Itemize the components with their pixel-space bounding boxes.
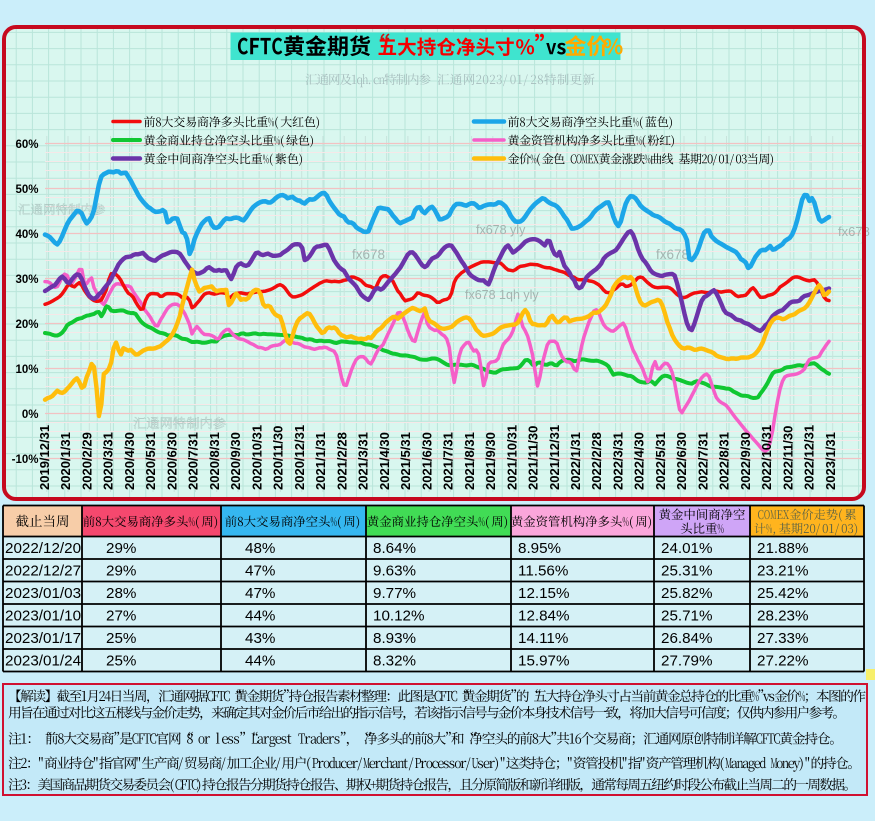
svg-text:2022/12/27: 2022/12/27 bbox=[5, 563, 81, 580]
svg-text:2020/5/31: 2020/5/31 bbox=[143, 432, 158, 490]
svg-text:2020/10/31: 2020/10/31 bbox=[249, 425, 264, 490]
svg-text:fx678: fx678 bbox=[656, 247, 689, 262]
svg-text:2021/5/31: 2021/5/31 bbox=[398, 432, 413, 490]
svg-text:2022/9/30: 2022/9/30 bbox=[738, 432, 753, 490]
svg-text:47%: 47% bbox=[245, 563, 275, 580]
svg-text:2022/12/31: 2022/12/31 bbox=[802, 425, 817, 490]
svg-text:10.12%: 10.12% bbox=[373, 608, 425, 625]
svg-text:2020/2/29: 2020/2/29 bbox=[80, 432, 95, 490]
svg-text:2021/11/30: 2021/11/30 bbox=[526, 426, 541, 490]
svg-text:2022/4/30: 2022/4/30 bbox=[632, 432, 647, 490]
svg-text:2022/2/28: 2022/2/28 bbox=[589, 432, 604, 490]
svg-text:8.93%: 8.93% bbox=[373, 630, 416, 647]
svg-text:2022/11/30: 2022/11/30 bbox=[780, 426, 795, 490]
svg-text:29%: 29% bbox=[106, 563, 136, 580]
svg-text:2022/8/31: 2022/8/31 bbox=[717, 432, 732, 490]
svg-text:2020/4/30: 2020/4/30 bbox=[122, 432, 137, 490]
svg-text:0%: 0% bbox=[22, 409, 39, 421]
svg-text:2021/7/31: 2021/7/31 bbox=[441, 432, 456, 490]
svg-text:2021/3/31: 2021/3/31 bbox=[356, 432, 371, 490]
svg-text:14.11%: 14.11% bbox=[518, 630, 568, 647]
svg-text:2021/10/31: 2021/10/31 bbox=[504, 425, 519, 490]
svg-text:27.33%: 27.33% bbox=[757, 630, 809, 647]
svg-text:-10%: -10% bbox=[12, 454, 39, 466]
svg-text:2023/01/17: 2023/01/17 bbox=[5, 630, 81, 647]
svg-text:8.95%: 8.95% bbox=[518, 540, 561, 557]
svg-text:8.32%: 8.32% bbox=[373, 653, 416, 670]
svg-text:2022/7/31: 2022/7/31 bbox=[695, 432, 710, 490]
svg-text:15.97%: 15.97% bbox=[518, 653, 570, 670]
svg-text:25%: 25% bbox=[106, 630, 136, 647]
svg-text:28%: 28% bbox=[106, 585, 136, 602]
svg-text:12.15%: 12.15% bbox=[518, 585, 570, 602]
svg-text:8.64%: 8.64% bbox=[373, 540, 416, 557]
svg-text:10%: 10% bbox=[15, 364, 38, 376]
svg-text:2020/7/31: 2020/7/31 bbox=[186, 432, 201, 490]
svg-text:26.84%: 26.84% bbox=[661, 630, 713, 647]
svg-text:44%: 44% bbox=[245, 608, 275, 625]
svg-text:2023/01/10: 2023/01/10 bbox=[5, 608, 81, 625]
svg-text:60%: 60% bbox=[15, 139, 38, 151]
svg-text:47%: 47% bbox=[245, 585, 275, 602]
svg-text:2020/12/31: 2020/12/31 bbox=[292, 425, 307, 490]
svg-text:2022/3/31: 2022/3/31 bbox=[611, 432, 626, 490]
svg-text:2022/6/30: 2022/6/30 bbox=[674, 432, 689, 490]
svg-text:2023/01/24: 2023/01/24 bbox=[5, 653, 81, 670]
svg-text:2019/12/31: 2019/12/31 bbox=[37, 425, 52, 490]
svg-text:24.01%: 24.01% bbox=[661, 540, 713, 557]
svg-text:2020/6/30: 2020/6/30 bbox=[164, 432, 179, 490]
svg-text:2020/1/31: 2020/1/31 bbox=[58, 432, 73, 490]
svg-text:30%: 30% bbox=[15, 274, 38, 286]
svg-text:20%: 20% bbox=[15, 319, 38, 331]
svg-text:2020/8/31: 2020/8/31 bbox=[207, 432, 222, 490]
svg-text:2021/9/30: 2021/9/30 bbox=[483, 432, 498, 490]
svg-text:27.79%: 27.79% bbox=[661, 653, 713, 670]
svg-text:2021/4/30: 2021/4/30 bbox=[377, 432, 392, 490]
svg-text:2021/6/30: 2021/6/30 bbox=[419, 432, 434, 490]
svg-text:40%: 40% bbox=[15, 229, 38, 241]
svg-text:2021/12/31: 2021/12/31 bbox=[547, 425, 562, 490]
svg-text:12.84%: 12.84% bbox=[518, 608, 570, 625]
svg-text:44%: 44% bbox=[245, 653, 275, 670]
svg-text:25.31%: 25.31% bbox=[661, 563, 713, 580]
svg-text:21.88%: 21.88% bbox=[757, 540, 809, 557]
svg-text:2021/8/31: 2021/8/31 bbox=[462, 432, 477, 490]
svg-text:25%: 25% bbox=[106, 653, 136, 670]
svg-text:2022/10/31: 2022/10/31 bbox=[759, 425, 774, 490]
svg-text:2020/9/30: 2020/9/30 bbox=[228, 432, 243, 490]
svg-text:48%: 48% bbox=[245, 540, 275, 557]
svg-text:fx678 yly: fx678 yly bbox=[476, 223, 526, 237]
svg-text:2023/01/03: 2023/01/03 bbox=[5, 585, 81, 602]
svg-text:25.82%: 25.82% bbox=[661, 585, 713, 602]
svg-text:23.21%: 23.21% bbox=[757, 563, 809, 580]
svg-text:43%: 43% bbox=[245, 630, 275, 647]
svg-text:27.22%: 27.22% bbox=[757, 653, 809, 670]
svg-text:2023/1/31: 2023/1/31 bbox=[823, 432, 838, 490]
svg-text:2020/3/31: 2020/3/31 bbox=[101, 432, 116, 490]
svg-text:2021/2/28: 2021/2/28 bbox=[334, 432, 349, 490]
svg-text:9.63%: 9.63% bbox=[373, 563, 416, 580]
svg-text:fx678 1qh yly: fx678 1qh yly bbox=[465, 288, 539, 302]
svg-text:50%: 50% bbox=[15, 184, 38, 196]
svg-text:2021/1/31: 2021/1/31 bbox=[313, 432, 328, 490]
svg-text:28.23%: 28.23% bbox=[757, 608, 809, 625]
svg-text:11.56%: 11.56% bbox=[518, 563, 568, 580]
svg-text:9.77%: 9.77% bbox=[373, 585, 416, 602]
svg-text:fx678: fx678 bbox=[838, 224, 870, 239]
svg-text:27%: 27% bbox=[106, 608, 136, 625]
svg-text:2022/1/31: 2022/1/31 bbox=[568, 432, 583, 490]
svg-text:25.42%: 25.42% bbox=[757, 585, 809, 602]
svg-text:29%: 29% bbox=[106, 540, 136, 557]
svg-text:2020/11/30: 2020/11/30 bbox=[271, 426, 286, 490]
svg-text:fx678: fx678 bbox=[352, 247, 385, 262]
svg-text:2022/5/31: 2022/5/31 bbox=[653, 432, 668, 490]
svg-text:25.71%: 25.71% bbox=[661, 608, 713, 625]
svg-text:2022/12/20: 2022/12/20 bbox=[5, 540, 81, 557]
